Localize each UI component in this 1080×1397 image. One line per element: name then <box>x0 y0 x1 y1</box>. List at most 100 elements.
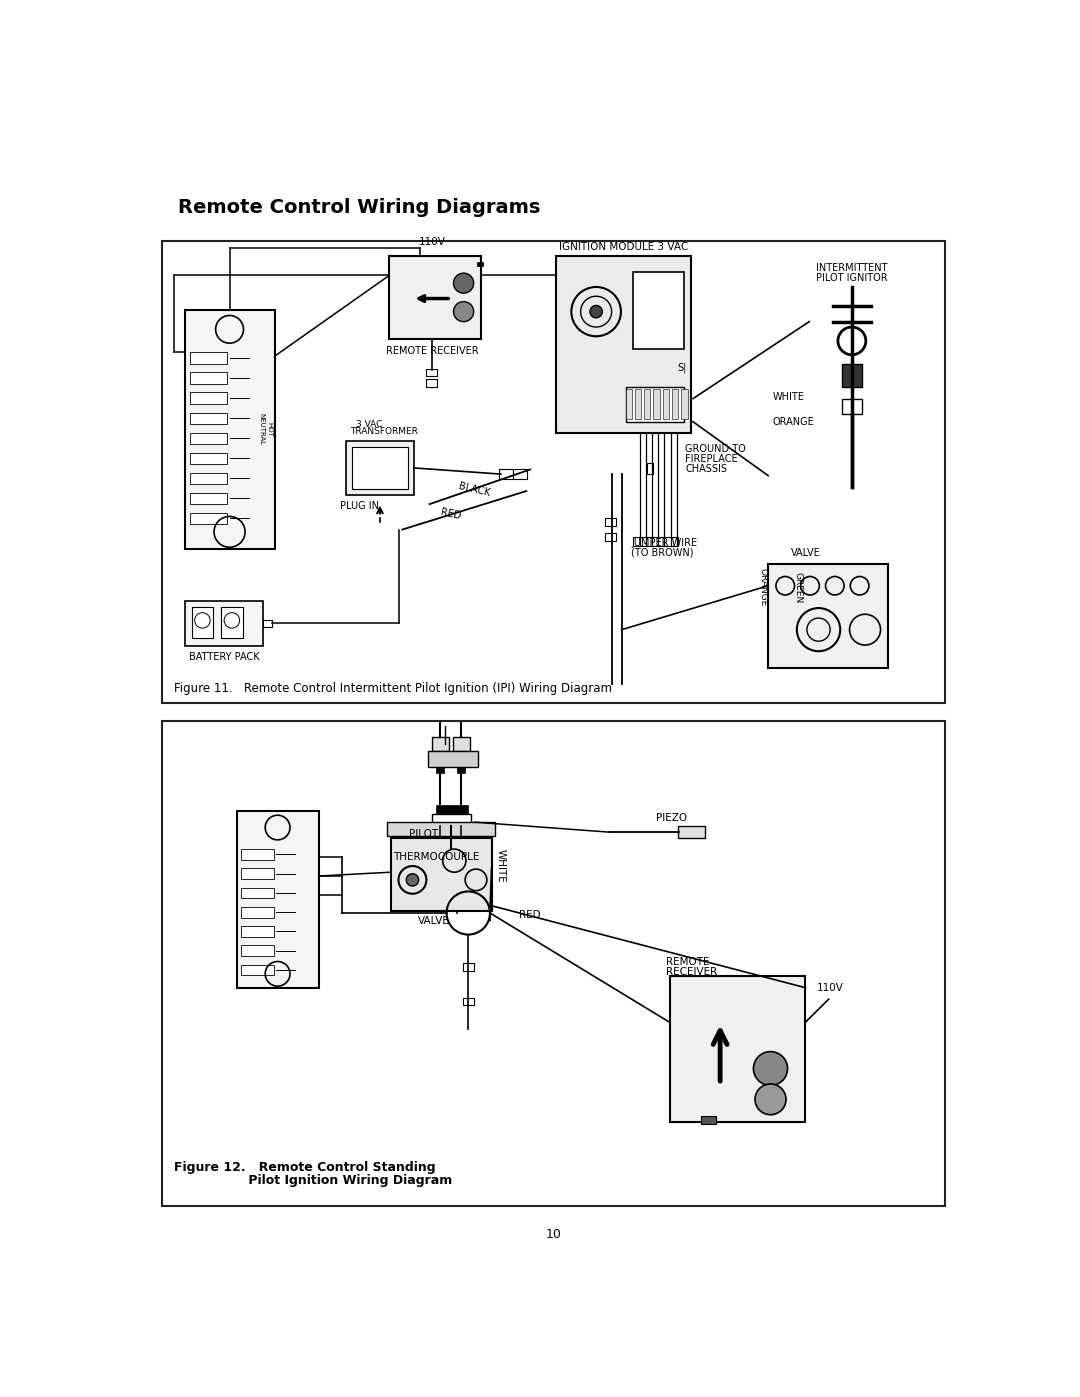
Bar <box>605 518 616 525</box>
Text: RECEIVER: RECEIVER <box>666 967 717 978</box>
Text: INTERMITTENT: INTERMITTENT <box>816 263 888 272</box>
Circle shape <box>454 274 474 293</box>
Bar <box>625 388 632 419</box>
Text: FIREPLACE: FIREPLACE <box>685 454 738 464</box>
Bar <box>463 997 474 1006</box>
Text: BLACK: BLACK <box>458 481 491 497</box>
Text: REMOTE RECEIVER: REMOTE RECEIVER <box>386 346 478 356</box>
Circle shape <box>755 1084 786 1115</box>
Text: WHITE: WHITE <box>496 849 505 883</box>
Text: CHASSIS: CHASSIS <box>685 464 727 474</box>
Bar <box>191 608 213 638</box>
Bar <box>186 310 274 549</box>
Text: PIEZO: PIEZO <box>656 813 687 823</box>
Text: REMOTE: REMOTE <box>666 957 710 967</box>
Bar <box>238 810 319 988</box>
Circle shape <box>406 873 419 886</box>
Bar <box>241 907 273 918</box>
Bar <box>633 538 678 546</box>
Bar <box>190 472 227 485</box>
Bar <box>262 620 272 627</box>
Text: NEUTRAL: NEUTRAL <box>258 414 265 446</box>
Bar <box>768 564 889 668</box>
Bar <box>221 608 243 638</box>
Bar <box>841 365 862 387</box>
Bar <box>389 256 481 339</box>
Bar <box>241 887 273 898</box>
Bar <box>635 388 642 419</box>
Bar <box>453 738 470 752</box>
Text: HOT: HOT <box>266 422 272 437</box>
Text: S|: S| <box>677 363 687 373</box>
Bar <box>190 352 227 365</box>
Text: TRANSFORMER: TRANSFORMER <box>350 427 418 436</box>
Text: GREEN: GREEN <box>793 571 802 604</box>
Text: Remote Control Wiring Diagrams: Remote Control Wiring Diagrams <box>177 198 540 217</box>
Bar <box>427 380 437 387</box>
Bar <box>647 462 652 474</box>
Bar <box>352 447 408 489</box>
Bar <box>513 469 527 479</box>
Bar <box>162 240 945 703</box>
Circle shape <box>754 1052 787 1085</box>
Text: PILOT IGNITOR: PILOT IGNITOR <box>816 272 888 282</box>
Bar <box>427 369 437 376</box>
Text: 110V: 110V <box>418 237 445 247</box>
Text: PLUG IN: PLUG IN <box>339 500 379 511</box>
Bar <box>391 838 491 911</box>
Text: VALVE: VALVE <box>418 916 449 926</box>
Text: Pilot Ignition Wiring Diagram: Pilot Ignition Wiring Diagram <box>174 1175 453 1187</box>
Bar <box>463 963 474 971</box>
Bar <box>241 926 273 937</box>
Bar <box>681 388 688 419</box>
Bar <box>701 1116 716 1125</box>
Text: GROUND TO: GROUND TO <box>685 444 746 454</box>
Text: RED: RED <box>440 507 462 521</box>
Bar <box>432 738 449 752</box>
Text: RED: RED <box>518 909 540 919</box>
Circle shape <box>454 302 474 321</box>
Text: 3 VAC: 3 VAC <box>356 419 382 429</box>
Text: ORANGE: ORANGE <box>758 569 767 606</box>
Bar <box>241 964 273 975</box>
Text: ORANGE: ORANGE <box>773 416 814 426</box>
Text: Figure 11.   Remote Control Intermittent Pilot Ignition (IPI) Wiring Diagram: Figure 11. Remote Control Intermittent P… <box>174 682 611 696</box>
Bar <box>186 601 262 645</box>
Bar <box>346 441 414 495</box>
Bar <box>190 412 227 425</box>
Text: IGNITION MODULE 3 VAC: IGNITION MODULE 3 VAC <box>558 242 688 251</box>
Bar <box>476 263 483 267</box>
Bar <box>241 869 273 879</box>
Bar <box>387 823 496 835</box>
Bar <box>499 469 513 479</box>
Polygon shape <box>704 826 718 838</box>
Bar <box>190 373 227 384</box>
Bar <box>190 453 227 464</box>
Bar <box>633 271 684 349</box>
Bar <box>190 513 227 524</box>
Text: PILOT: PILOT <box>408 828 437 838</box>
Bar <box>605 534 616 541</box>
Bar <box>663 388 669 419</box>
Text: THERMOCOUPLE: THERMOCOUPLE <box>393 852 480 862</box>
Bar <box>241 849 273 861</box>
Bar <box>458 767 465 773</box>
Circle shape <box>590 306 603 317</box>
Text: Figure 12.   Remote Control Standing: Figure 12. Remote Control Standing <box>174 1161 435 1173</box>
Text: JUMPER WIRE: JUMPER WIRE <box>631 538 697 548</box>
Bar <box>190 393 227 404</box>
Bar <box>190 493 227 504</box>
Bar <box>677 826 704 838</box>
Text: BATTERY PACK: BATTERY PACK <box>189 651 259 662</box>
Bar <box>670 977 806 1122</box>
Bar <box>653 388 660 419</box>
Bar <box>644 388 650 419</box>
Bar <box>435 805 469 814</box>
Text: WHITE: WHITE <box>773 393 805 402</box>
Text: 10: 10 <box>545 1228 562 1241</box>
Bar <box>432 814 471 826</box>
Bar <box>241 946 273 956</box>
Bar <box>436 767 444 773</box>
Bar <box>556 256 691 433</box>
Bar <box>672 388 678 419</box>
